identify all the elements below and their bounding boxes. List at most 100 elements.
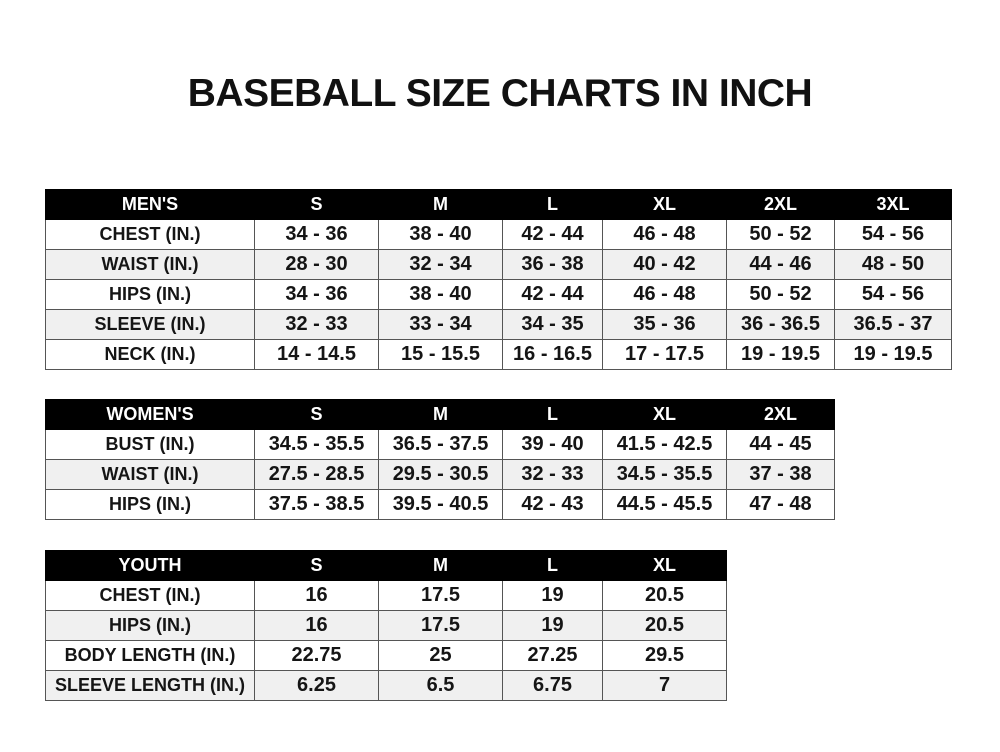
- size-value: 37 - 38: [726, 459, 835, 490]
- size-value: 54 - 56: [834, 219, 952, 250]
- size-value: 48 - 50: [834, 249, 952, 280]
- size-value: 42 - 43: [502, 489, 603, 520]
- size-value: 7: [602, 670, 727, 701]
- size-header: XL: [602, 189, 727, 220]
- size-value: 19 - 19.5: [726, 339, 835, 370]
- size-value: 6.5: [378, 670, 503, 701]
- table-row: HIPS (IN.) 16 17.5 19 20.5: [45, 610, 727, 641]
- size-header: L: [502, 399, 603, 430]
- table-row: BUST (IN.) 34.5 - 35.5 36.5 - 37.5 39 - 40 4…: [45, 429, 835, 460]
- size-header: 2XL: [726, 189, 835, 220]
- table-row: WAIST (IN.) 27.5 - 28.5 29.5 - 30.5 32 - 33…: [45, 459, 835, 490]
- size-value: 44 - 45: [726, 429, 835, 460]
- size-value: 47 - 48: [726, 489, 835, 520]
- size-value: 19: [502, 610, 603, 641]
- size-value: 34.5 - 35.5: [254, 429, 379, 460]
- table-row: HIPS (IN.) 34 - 36 38 - 40 42 - 44 46 - 48 50…: [45, 279, 952, 310]
- size-value: 34 - 36: [254, 279, 379, 310]
- size-value: 38 - 40: [378, 219, 503, 250]
- size-value: 17.5: [378, 580, 503, 611]
- size-header: M: [378, 189, 503, 220]
- category-header: WOMEN'S: [45, 399, 255, 430]
- table-header-row: MEN'S S M L XL 2XL 3XL: [45, 189, 952, 220]
- mens-size-table: MEN'S S M L XL 2XL 3XL CHEST (IN.) 34 - 36 38 - 4…: [45, 189, 952, 370]
- measurement-label: CHEST (IN.): [45, 580, 255, 611]
- size-value: 36 - 36.5: [726, 309, 835, 340]
- size-value: 29.5 - 30.5: [378, 459, 503, 490]
- size-value: 34.5 - 35.5: [602, 459, 727, 490]
- size-value: 54 - 56: [834, 279, 952, 310]
- size-header: S: [254, 550, 379, 581]
- size-value: 22.75: [254, 640, 379, 671]
- page-title: BASEBALL SIZE CHARTS IN INCH: [187, 72, 813, 115]
- size-value: 16: [254, 610, 379, 641]
- size-value: 6.25: [254, 670, 379, 701]
- size-value: 32 - 34: [378, 249, 503, 280]
- size-value: 36.5 - 37: [834, 309, 952, 340]
- size-value: 27.25: [502, 640, 603, 671]
- size-value: 25: [378, 640, 503, 671]
- table-row: SLEEVE LENGTH (IN.) 6.25 6.5 6.75 7: [45, 670, 727, 701]
- size-value: 42 - 44: [502, 219, 603, 250]
- size-header: L: [502, 189, 603, 220]
- measurement-label: NECK (IN.): [45, 339, 255, 370]
- size-header: S: [254, 399, 379, 430]
- size-value: 36 - 38: [502, 249, 603, 280]
- youth-size-table: YOUTH S M L XL CHEST (IN.) 16 17.5 19 20.5 HIPS (I…: [45, 550, 727, 701]
- measurement-label: CHEST (IN.): [45, 219, 255, 250]
- size-header: S: [254, 189, 379, 220]
- size-value: 46 - 48: [602, 279, 727, 310]
- measurement-label: SLEEVE (IN.): [45, 309, 255, 340]
- size-header: XL: [602, 550, 727, 581]
- size-value: 39.5 - 40.5: [378, 489, 503, 520]
- size-value: 50 - 52: [726, 219, 835, 250]
- size-header: M: [378, 550, 503, 581]
- size-value: 15 - 15.5: [378, 339, 503, 370]
- table-row: CHEST (IN.) 34 - 36 38 - 40 42 - 44 46 - 48 5…: [45, 219, 952, 250]
- size-value: 46 - 48: [602, 219, 727, 250]
- size-value: 35 - 36: [602, 309, 727, 340]
- table-row: CHEST (IN.) 16 17.5 19 20.5: [45, 580, 727, 611]
- table-header-row: WOMEN'S S M L XL 2XL: [45, 399, 835, 430]
- size-value: 33 - 34: [378, 309, 503, 340]
- size-value: 20.5: [602, 610, 727, 641]
- table-row: HIPS (IN.) 37.5 - 38.5 39.5 - 40.5 42 - 43 4…: [45, 489, 835, 520]
- size-header: 3XL: [834, 189, 952, 220]
- size-value: 36.5 - 37.5: [378, 429, 503, 460]
- size-header: 2XL: [726, 399, 835, 430]
- table-row: NECK (IN.) 14 - 14.5 15 - 15.5 16 - 16.5 17 …: [45, 339, 952, 370]
- size-value: 32 - 33: [502, 459, 603, 490]
- size-value: 29.5: [602, 640, 727, 671]
- measurement-label: WAIST (IN.): [45, 459, 255, 490]
- measurement-label: BODY LENGTH (IN.): [45, 640, 255, 671]
- measurement-label: BUST (IN.): [45, 429, 255, 460]
- category-header: MEN'S: [45, 189, 255, 220]
- size-value: 44 - 46: [726, 249, 835, 280]
- table-header-row: YOUTH S M L XL: [45, 550, 727, 581]
- size-value: 20.5: [602, 580, 727, 611]
- size-value: 14 - 14.5: [254, 339, 379, 370]
- size-value: 27.5 - 28.5: [254, 459, 379, 490]
- size-value: 34 - 36: [254, 219, 379, 250]
- size-value: 19: [502, 580, 603, 611]
- size-value: 32 - 33: [254, 309, 379, 340]
- size-value: 16: [254, 580, 379, 611]
- measurement-label: HIPS (IN.): [45, 610, 255, 641]
- table-row: WAIST (IN.) 28 - 30 32 - 34 36 - 38 40 - 42 4…: [45, 249, 952, 280]
- size-value: 19 - 19.5: [834, 339, 952, 370]
- size-value: 37.5 - 38.5: [254, 489, 379, 520]
- size-header: XL: [602, 399, 727, 430]
- size-value: 41.5 - 42.5: [602, 429, 727, 460]
- category-header: YOUTH: [45, 550, 255, 581]
- size-value: 34 - 35: [502, 309, 603, 340]
- size-value: 39 - 40: [502, 429, 603, 460]
- size-value: 38 - 40: [378, 279, 503, 310]
- womens-size-table: WOMEN'S S M L XL 2XL BUST (IN.) 34.5 - 35.5 36.5…: [45, 399, 835, 520]
- size-header: L: [502, 550, 603, 581]
- size-value: 17 - 17.5: [602, 339, 727, 370]
- size-value: 50 - 52: [726, 279, 835, 310]
- size-value: 42 - 44: [502, 279, 603, 310]
- size-value: 6.75: [502, 670, 603, 701]
- table-row: BODY LENGTH (IN.) 22.75 25 27.25 29.5: [45, 640, 727, 671]
- size-value: 17.5: [378, 610, 503, 641]
